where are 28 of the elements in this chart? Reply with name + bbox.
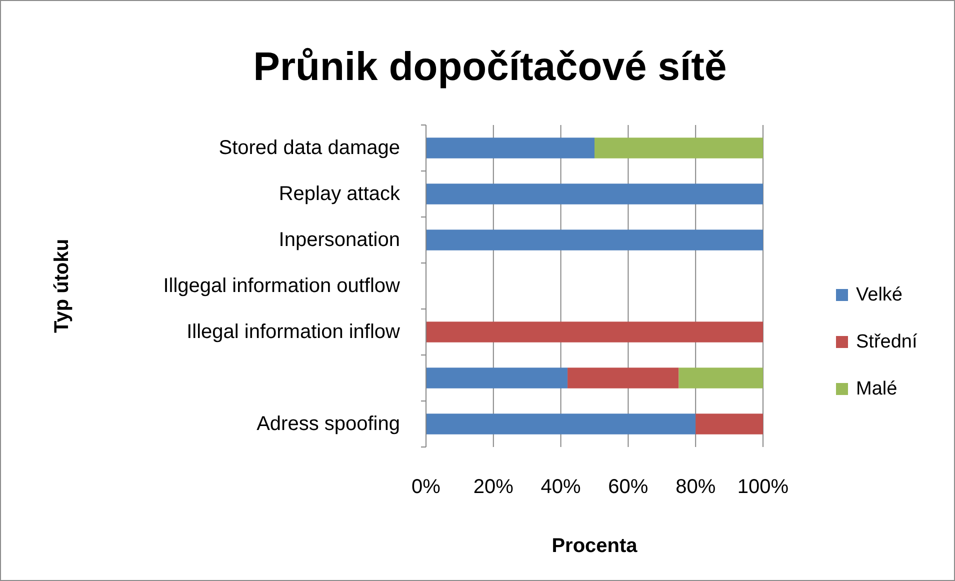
bar — [594, 138, 763, 158]
x-tick-label: 40% — [540, 476, 582, 498]
legend-label: Střední — [856, 332, 918, 352]
bar — [426, 138, 594, 158]
x-tick-label: 80% — [676, 476, 716, 498]
y-tick-label: Illgegal information outflow — [163, 275, 401, 297]
y-tick-label: Inpersonation — [278, 229, 400, 251]
bar — [678, 368, 763, 388]
bar — [426, 414, 696, 434]
bar — [426, 184, 763, 204]
x-tick-label: 100% — [737, 476, 789, 498]
x-tick-label: 60% — [608, 476, 648, 498]
y-tick-label: Illegal information inflow — [186, 321, 401, 343]
legend-label: Malé — [856, 378, 898, 400]
y-axis-title: Typ útoku — [51, 238, 73, 334]
bar — [426, 230, 763, 250]
legend-label: Velké — [856, 284, 902, 306]
x-tick-label: 0% — [412, 476, 441, 498]
y-tick-label: Replay attack — [278, 183, 401, 205]
bar — [696, 414, 763, 434]
x-tick-label: 20% — [473, 476, 514, 498]
chart-title: Průnik dopočítačové sítě — [253, 45, 727, 89]
bar — [568, 368, 679, 388]
y-tick-label: Adress spoofing — [256, 413, 400, 435]
x-axis-title: Procenta — [552, 535, 638, 557]
bar — [426, 368, 568, 388]
bar — [426, 322, 763, 342]
y-tick-label: Stored data damage — [218, 137, 400, 159]
